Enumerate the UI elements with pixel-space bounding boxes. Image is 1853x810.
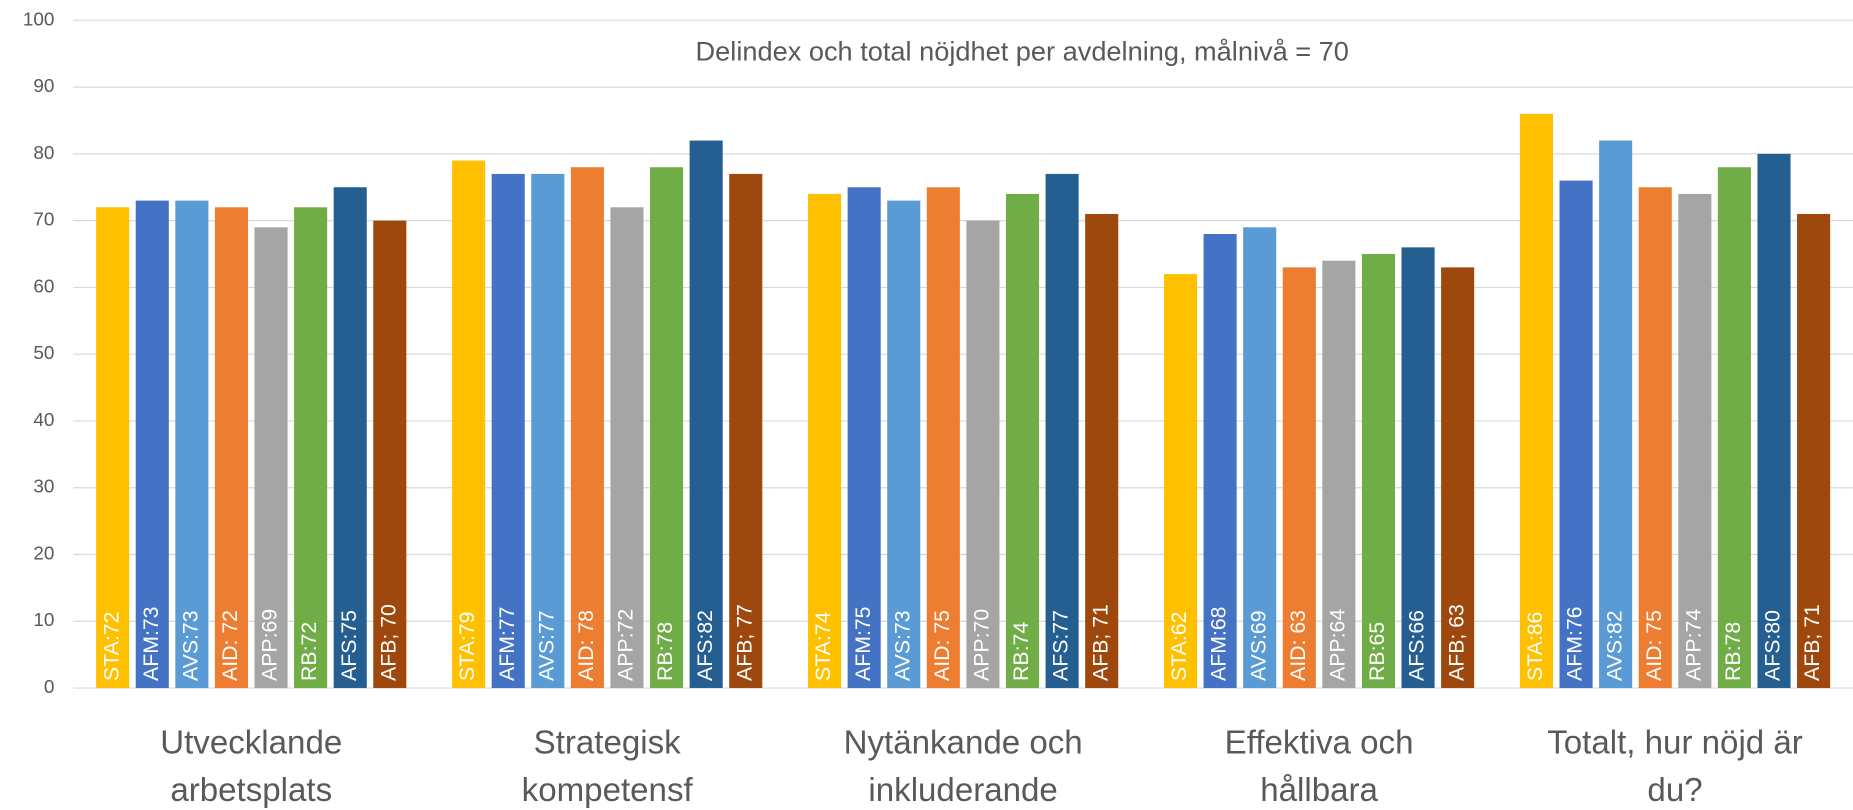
data-label: AFB; 71 [1088, 604, 1112, 681]
data-label: AVS:77 [534, 610, 558, 681]
data-label: AFS:66 [1405, 610, 1429, 681]
data-label: STA:72 [99, 612, 123, 681]
data-label: RB:72 [297, 622, 321, 681]
data-label: AFS:82 [693, 610, 717, 681]
x-tick-label: Effektiva och hållbara [1225, 724, 1414, 808]
data-label: AFB; 77 [732, 604, 756, 681]
bar [570, 167, 604, 689]
bar [1085, 213, 1119, 689]
data-label: RB:78 [653, 622, 677, 681]
data-label: STA:79 [455, 612, 479, 681]
data-label: AFM:76 [1563, 606, 1587, 680]
chart-title: Delindex och total nöjdhet per avdelning… [696, 36, 1349, 67]
bar [1243, 227, 1277, 689]
bar [887, 200, 921, 689]
x-tick-label: Utvecklande arbetsplats [160, 724, 342, 808]
y-tick-label: 20 [33, 543, 54, 564]
bar [531, 173, 565, 689]
data-label: AFB; 70 [376, 604, 400, 681]
bar [926, 187, 960, 689]
data-label: AVS:82 [1602, 610, 1626, 681]
bar [294, 207, 328, 689]
y-tick-label: 80 [33, 143, 54, 164]
bar [175, 200, 209, 689]
data-label: AID: 75 [930, 610, 954, 681]
y-tick-label: 60 [33, 276, 54, 297]
data-label: AFM:68 [1207, 606, 1231, 680]
x-tick-label: Nytänkande och inkluderande [844, 724, 1083, 808]
data-label: AID: 72 [218, 610, 242, 681]
bar [1361, 254, 1396, 689]
bar [1519, 113, 1554, 689]
bar [135, 200, 169, 689]
bar [1678, 193, 1712, 689]
data-label: APP:72 [614, 609, 638, 681]
data-label: RB:78 [1721, 622, 1745, 681]
bar [1757, 153, 1791, 689]
bar [1559, 180, 1593, 689]
data-label: STA:86 [1523, 612, 1547, 681]
data-label: AFS:75 [337, 610, 361, 681]
data-label: RB:74 [1009, 622, 1033, 681]
data-label: AFM:77 [495, 606, 519, 680]
bar [808, 193, 842, 689]
data-label: AFM:73 [139, 606, 163, 680]
data-label: AID: 78 [574, 610, 598, 681]
bar [729, 173, 763, 689]
data-label: STA:74 [811, 611, 835, 681]
data-label: AVS:73 [178, 610, 202, 681]
x-tick-label: Strategisk kompetensf [522, 724, 694, 808]
bar [333, 187, 367, 689]
bar [1599, 140, 1633, 689]
data-label: AFS:80 [1761, 610, 1785, 681]
y-tick-label: 0 [44, 677, 55, 698]
bar [96, 207, 130, 689]
x-tick-label: Totalt, hur nöjd är du? [1547, 724, 1803, 808]
data-label: AFS:77 [1049, 610, 1073, 681]
data-label: AFB; 63 [1444, 604, 1468, 681]
y-tick-label: 10 [33, 610, 54, 631]
bar [1045, 173, 1079, 689]
y-tick-label: 100 [23, 9, 55, 30]
data-label: RB:65 [1365, 622, 1389, 681]
bar [1005, 193, 1040, 689]
bar [1638, 187, 1672, 689]
bar [966, 220, 1000, 689]
data-label: AFM:75 [851, 606, 875, 680]
bar [214, 207, 248, 689]
y-tick-label: 90 [33, 76, 54, 97]
bar [1717, 167, 1751, 689]
bar [491, 173, 525, 689]
data-label: APP:74 [1681, 609, 1705, 681]
data-label: AVS:69 [1246, 610, 1270, 681]
y-tick-label: 70 [33, 210, 54, 231]
bar [452, 160, 486, 689]
bar [254, 227, 288, 689]
y-tick-label: 50 [33, 343, 54, 364]
y-tick-label: 40 [33, 410, 54, 431]
bar [1163, 274, 1198, 689]
bar [373, 220, 407, 689]
bar [1203, 233, 1237, 689]
bar [847, 187, 881, 689]
bar [1282, 267, 1316, 689]
bar [1441, 267, 1475, 689]
bar [650, 167, 684, 689]
data-label: AFB; 71 [1800, 604, 1824, 681]
bar [1797, 213, 1831, 689]
data-label: AID: 75 [1642, 610, 1666, 681]
bar [1322, 260, 1356, 689]
y-tick-label: 30 [33, 477, 54, 498]
data-label: STA:62 [1167, 612, 1191, 681]
bar [1401, 247, 1435, 689]
data-label: APP:64 [1326, 609, 1350, 681]
data-label: AID: 63 [1286, 610, 1310, 681]
data-label: AVS:73 [890, 610, 914, 681]
data-label: APP:70 [970, 609, 994, 681]
bar [689, 140, 723, 689]
data-label: APP:69 [258, 609, 282, 681]
bar [610, 207, 644, 689]
